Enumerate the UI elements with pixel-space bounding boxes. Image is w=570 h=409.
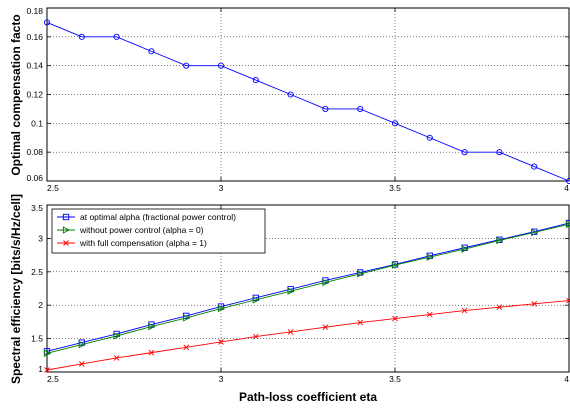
- top-series-0-point: [322, 105, 329, 112]
- bottom-y-tick-label: 1.5: [31, 334, 43, 344]
- top-x-tick-label: 3.5: [389, 183, 401, 193]
- top-series-0-point: [43, 19, 51, 26]
- bottom-series-1-point: [287, 287, 295, 295]
- top-series-0-point: [391, 120, 399, 127]
- top-y-tick-label: 0.08: [26, 147, 43, 157]
- top-series-0-point: [252, 77, 259, 84]
- top-x-tick-label: 4: [564, 183, 569, 193]
- bottom-x-tick-label: 4: [564, 374, 569, 384]
- bottom-series-2-point: [183, 344, 190, 351]
- bottom-series-line-0: [46, 222, 570, 352]
- legend-label-2: with full compensation (alpha = 1): [79, 238, 207, 248]
- bottom-series-1-point: [357, 270, 365, 278]
- top-y-tick-label: 0.14: [26, 61, 43, 71]
- bottom-grid: [47, 205, 569, 372]
- bottom-series-1-point: [113, 332, 121, 340]
- bottom-series-1-point: [217, 304, 225, 313]
- legend-marker-2: [63, 240, 69, 246]
- bottom-series: [43, 219, 570, 373]
- legend-marker-0: [62, 213, 70, 221]
- bottom-series-2-point: [461, 307, 468, 314]
- legend-label-1: without power control (alpha = 0): [79, 225, 204, 235]
- legend-box: [51, 208, 266, 254]
- bottom-series-1-point: [252, 296, 260, 304]
- top-series-0-point: [426, 134, 433, 141]
- top-series-0-point: [217, 62, 225, 69]
- bottom-series-2-point: [287, 329, 294, 335]
- bottom-series-2-point: [496, 304, 503, 311]
- bottom-series-2-point: [218, 339, 224, 345]
- bottom-y-tick-label: 3: [38, 233, 43, 243]
- bottom-y-tick-label: 3.5: [31, 203, 43, 213]
- bottom-axes: 2.5 3 3.5 4 1 1.5 2 2.5 3 3.5 Spectral efficiency…: [9, 194, 570, 404]
- bottom-series-2-point: [113, 355, 120, 361]
- bottom-series-1-point: [461, 245, 469, 253]
- bottom-series-2-point: [252, 333, 259, 340]
- bottom-series-line-2: [46, 300, 570, 371]
- top-x-tick-label: 3: [219, 183, 224, 193]
- bottom-series-1-point: [78, 340, 86, 349]
- bottom-series-2-point: [426, 311, 433, 318]
- bottom-y-tick-label: 1: [38, 364, 43, 374]
- bottom-x-tick-label: 3.5: [389, 374, 401, 384]
- top-series-0-point: [113, 33, 120, 40]
- bottom-y-tick-label: 2.5: [31, 267, 43, 277]
- top-y-tick-label: 0.18: [26, 6, 43, 16]
- bottom-series-1-point: [322, 278, 330, 287]
- bottom-series-2-point: [357, 319, 364, 326]
- top-y-tick-label: 0.06: [26, 173, 43, 183]
- legend: at optimal alpha (fractional power contr…: [51, 208, 266, 254]
- top-y-tick-label: 0.16: [26, 32, 43, 42]
- bottom-x-axis-label: Path-loss coefficient eta: [239, 390, 377, 404]
- legend-items: at optimal alpha (fractional power contr…: [57, 212, 236, 248]
- bottom-series-2-point: [566, 297, 570, 304]
- bottom-series-1-point: [426, 253, 434, 261]
- bottom-series-2-point: [392, 315, 398, 322]
- top-grid: [47, 8, 569, 181]
- bottom-series-1-point: [391, 261, 399, 269]
- bottom-x-tick-label: 2.5: [47, 374, 59, 384]
- bottom-series-1-point: [565, 220, 570, 229]
- top-series-0-point: [287, 91, 294, 98]
- bottom-series-line-1: [46, 223, 570, 354]
- top-series-0-point: [357, 105, 364, 112]
- bottom-series-1-point: [183, 314, 191, 322]
- top-y-tick-label: 0.1: [31, 118, 43, 128]
- top-x-tick-label: 2.5: [47, 183, 59, 193]
- legend-marker-1: [62, 226, 70, 234]
- top-series-0-point: [461, 149, 468, 156]
- bottom-series-2-point: [531, 301, 538, 307]
- bottom-ticks: 2.5 3 3.5 4 1 1.5 2 2.5 3 3.5: [31, 203, 570, 384]
- top-series-line-0: [46, 22, 570, 182]
- bottom-series-1-point: [43, 349, 51, 358]
- top-ticks: 2.5 3 3.5 4 0.06 0.08 0.1 0.12 0.14 0.16 0.18: [26, 6, 570, 193]
- top-axes: 2.5 3 3.5 4 0.06 0.08 0.1 0.12 0.14 0.16 0.18 Opti…: [9, 6, 570, 193]
- bottom-y-axis-label: Spectral efficiency [bits/s/Hz/cell]: [9, 194, 23, 384]
- top-series-0-point: [78, 33, 85, 40]
- top-series-0-point: [183, 62, 190, 69]
- bottom-series-2-point: [78, 361, 85, 367]
- bottom-series-1-point: [531, 228, 539, 237]
- bottom-series-2-point: [44, 367, 50, 373]
- top-series-0-point: [531, 163, 538, 170]
- top-y-tick-label: 0.12: [26, 90, 43, 100]
- bottom-series-2-point: [322, 324, 329, 331]
- legend-label-0: at optimal alpha (fractional power contr…: [80, 212, 236, 222]
- top-y-axis-label: Optimal compensation facto: [9, 14, 23, 175]
- top-series-0-point: [565, 177, 570, 185]
- bottom-x-tick-label: 3: [219, 374, 224, 384]
- top-series: [43, 19, 570, 185]
- bottom-series-1-point: [148, 322, 156, 331]
- bottom-y-tick-label: 2: [38, 300, 43, 310]
- top-series-0-point: [496, 149, 503, 156]
- bottom-series-2-point: [148, 349, 155, 356]
- top-series-0-point: [148, 48, 155, 55]
- bottom-series-1-point: [496, 236, 504, 245]
